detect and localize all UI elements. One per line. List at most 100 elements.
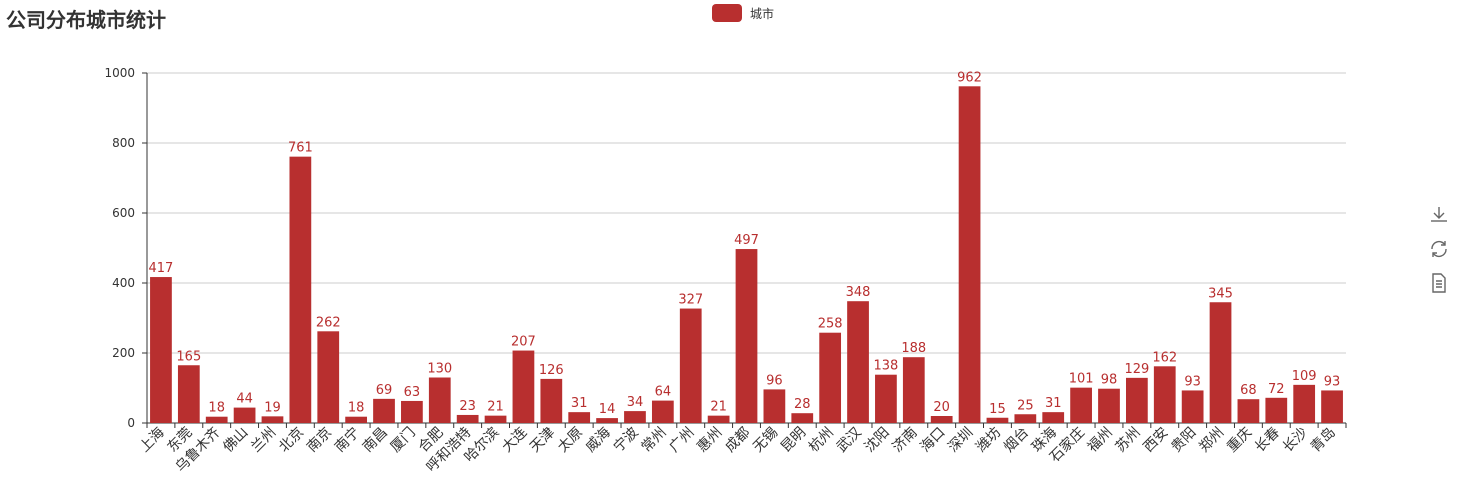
bar[interactable] (261, 416, 284, 423)
data-view-icon[interactable] (1428, 270, 1450, 296)
bar[interactable] (791, 413, 814, 423)
bar[interactable] (150, 277, 172, 423)
bar[interactable] (1209, 302, 1232, 423)
toolbox (1428, 202, 1450, 296)
bar[interactable] (233, 407, 256, 423)
bar[interactable] (1293, 384, 1316, 423)
bar[interactable] (707, 415, 730, 423)
y-tick-label: 1000 (104, 66, 135, 80)
data-label: 21 (487, 400, 504, 415)
data-label: 129 (1124, 362, 1149, 377)
y-tick-label: 400 (112, 276, 135, 290)
bar[interactable] (568, 412, 591, 423)
x-tick-label: 青岛 (1308, 425, 1339, 456)
bar[interactable] (177, 365, 200, 423)
bar[interactable] (847, 301, 869, 423)
y-tick-label: 600 (112, 206, 135, 220)
bar[interactable] (1098, 388, 1120, 423)
x-tick-label: 南宁 (331, 424, 363, 456)
bar[interactable] (596, 418, 618, 423)
download-icon[interactable] (1428, 202, 1450, 228)
bar[interactable] (1153, 366, 1176, 423)
data-label: 34 (627, 395, 644, 410)
bar[interactable] (317, 331, 340, 423)
x-tick-label: 潍坊 (973, 425, 1004, 456)
x-tick-label: 武汉 (834, 425, 865, 456)
data-label: 126 (539, 363, 564, 378)
bar[interactable] (875, 374, 897, 423)
data-label: 93 (1184, 374, 1201, 389)
data-label: 207 (511, 335, 536, 350)
x-tick-label: 天津 (527, 425, 558, 456)
legend-item-city[interactable]: 城市 (712, 4, 774, 22)
bar[interactable] (735, 249, 758, 423)
data-label: 345 (1208, 286, 1233, 301)
bar[interactable] (289, 156, 312, 423)
bar[interactable] (1237, 399, 1260, 423)
x-tick-label: 威海 (583, 425, 614, 456)
x-tick-label: 佛山 (220, 425, 251, 456)
bar[interactable] (763, 389, 786, 423)
data-label: 15 (989, 402, 1006, 417)
data-label: 44 (236, 392, 253, 407)
bar[interactable] (512, 350, 535, 423)
data-label: 348 (846, 285, 871, 300)
data-label: 20 (933, 400, 950, 415)
bar[interactable] (456, 414, 479, 423)
x-tick-label: 福州 (1085, 425, 1116, 456)
x-tick-label: 兰州 (248, 425, 279, 456)
y-tick-label: 0 (127, 416, 135, 430)
x-tick-label: 杭州 (806, 425, 837, 456)
bar[interactable] (1321, 390, 1343, 423)
x-tick-label: 上海 (137, 425, 168, 456)
data-label: 63 (404, 385, 421, 400)
bar[interactable] (651, 400, 674, 423)
x-tick-label: 海口 (917, 425, 948, 456)
x-tick-label: 西安 (1140, 425, 1171, 456)
bar[interactable] (1125, 377, 1148, 423)
bar[interactable] (484, 415, 507, 423)
bar[interactable] (205, 416, 228, 423)
bar[interactable] (373, 398, 395, 423)
x-tick-label: 无锡 (750, 425, 781, 456)
data-label: 109 (1292, 369, 1317, 384)
x-tick-label: 郑州 (1196, 425, 1227, 456)
bar[interactable] (624, 411, 646, 423)
y-tick-label: 800 (112, 136, 135, 150)
x-tick-label: 广州 (666, 425, 697, 456)
data-label: 19 (264, 400, 281, 415)
x-tick-label: 太原 (555, 425, 586, 456)
x-tick-label: 成都 (722, 425, 753, 456)
data-label: 14 (599, 402, 616, 417)
data-label: 31 (1045, 396, 1062, 411)
data-label: 962 (957, 70, 982, 85)
bar[interactable] (1070, 387, 1092, 423)
bar[interactable] (540, 378, 563, 423)
bar[interactable] (679, 308, 702, 423)
data-label: 96 (766, 373, 783, 388)
data-label: 188 (901, 341, 926, 356)
bar[interactable] (428, 377, 451, 424)
bar[interactable] (1265, 397, 1288, 423)
data-label: 68 (1240, 383, 1257, 398)
data-label: 28 (794, 397, 811, 412)
x-tick-label: 苏州 (1113, 425, 1144, 456)
bar[interactable] (1014, 414, 1037, 423)
x-tick-label: 昆明 (778, 425, 809, 456)
bar[interactable] (345, 416, 368, 423)
data-label: 64 (655, 385, 672, 400)
bar[interactable] (986, 417, 1009, 423)
bar[interactable] (902, 357, 925, 423)
bar[interactable] (1181, 390, 1204, 423)
bar[interactable] (930, 416, 953, 423)
bar[interactable] (958, 86, 981, 424)
bar[interactable] (401, 400, 423, 423)
legend-label: 城市 (750, 6, 775, 21)
bar[interactable] (819, 332, 842, 423)
data-label: 18 (348, 401, 365, 416)
data-label: 138 (874, 359, 899, 374)
x-tick-label: 北京 (276, 425, 307, 456)
refresh-icon[interactable] (1428, 236, 1450, 262)
bar[interactable] (1042, 412, 1065, 423)
